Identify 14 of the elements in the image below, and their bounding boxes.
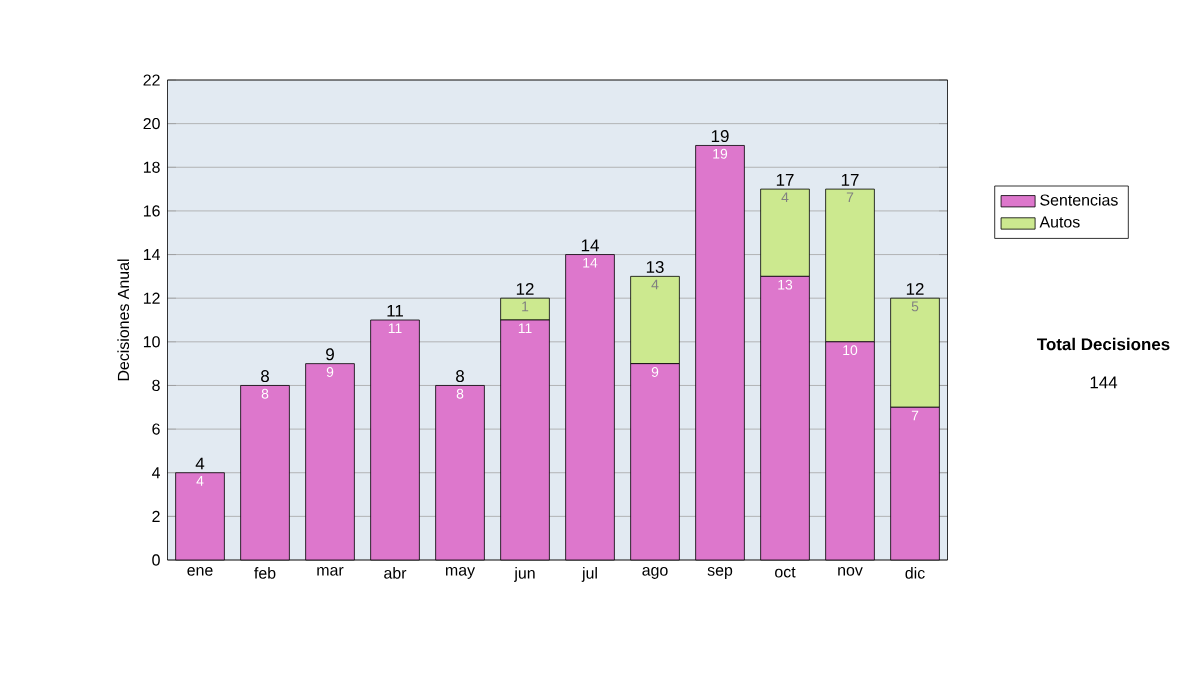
total-label: 19: [711, 130, 729, 143]
total-label: 9: [326, 348, 334, 361]
total-label: 12: [516, 282, 534, 295]
total-label: 8: [261, 370, 269, 383]
total-label: 14: [581, 239, 599, 252]
total-label: 17: [776, 174, 794, 186]
total-label: 4: [195, 457, 205, 470]
total-label: 8: [456, 370, 464, 383]
total-label: 12: [906, 282, 924, 295]
total-label: 17: [841, 174, 859, 186]
text: Total Decisiones: [1037, 337, 1170, 351]
total-label: 11: [387, 304, 403, 317]
text: 144: [1090, 376, 1118, 389]
total-label: 13: [646, 261, 664, 273]
